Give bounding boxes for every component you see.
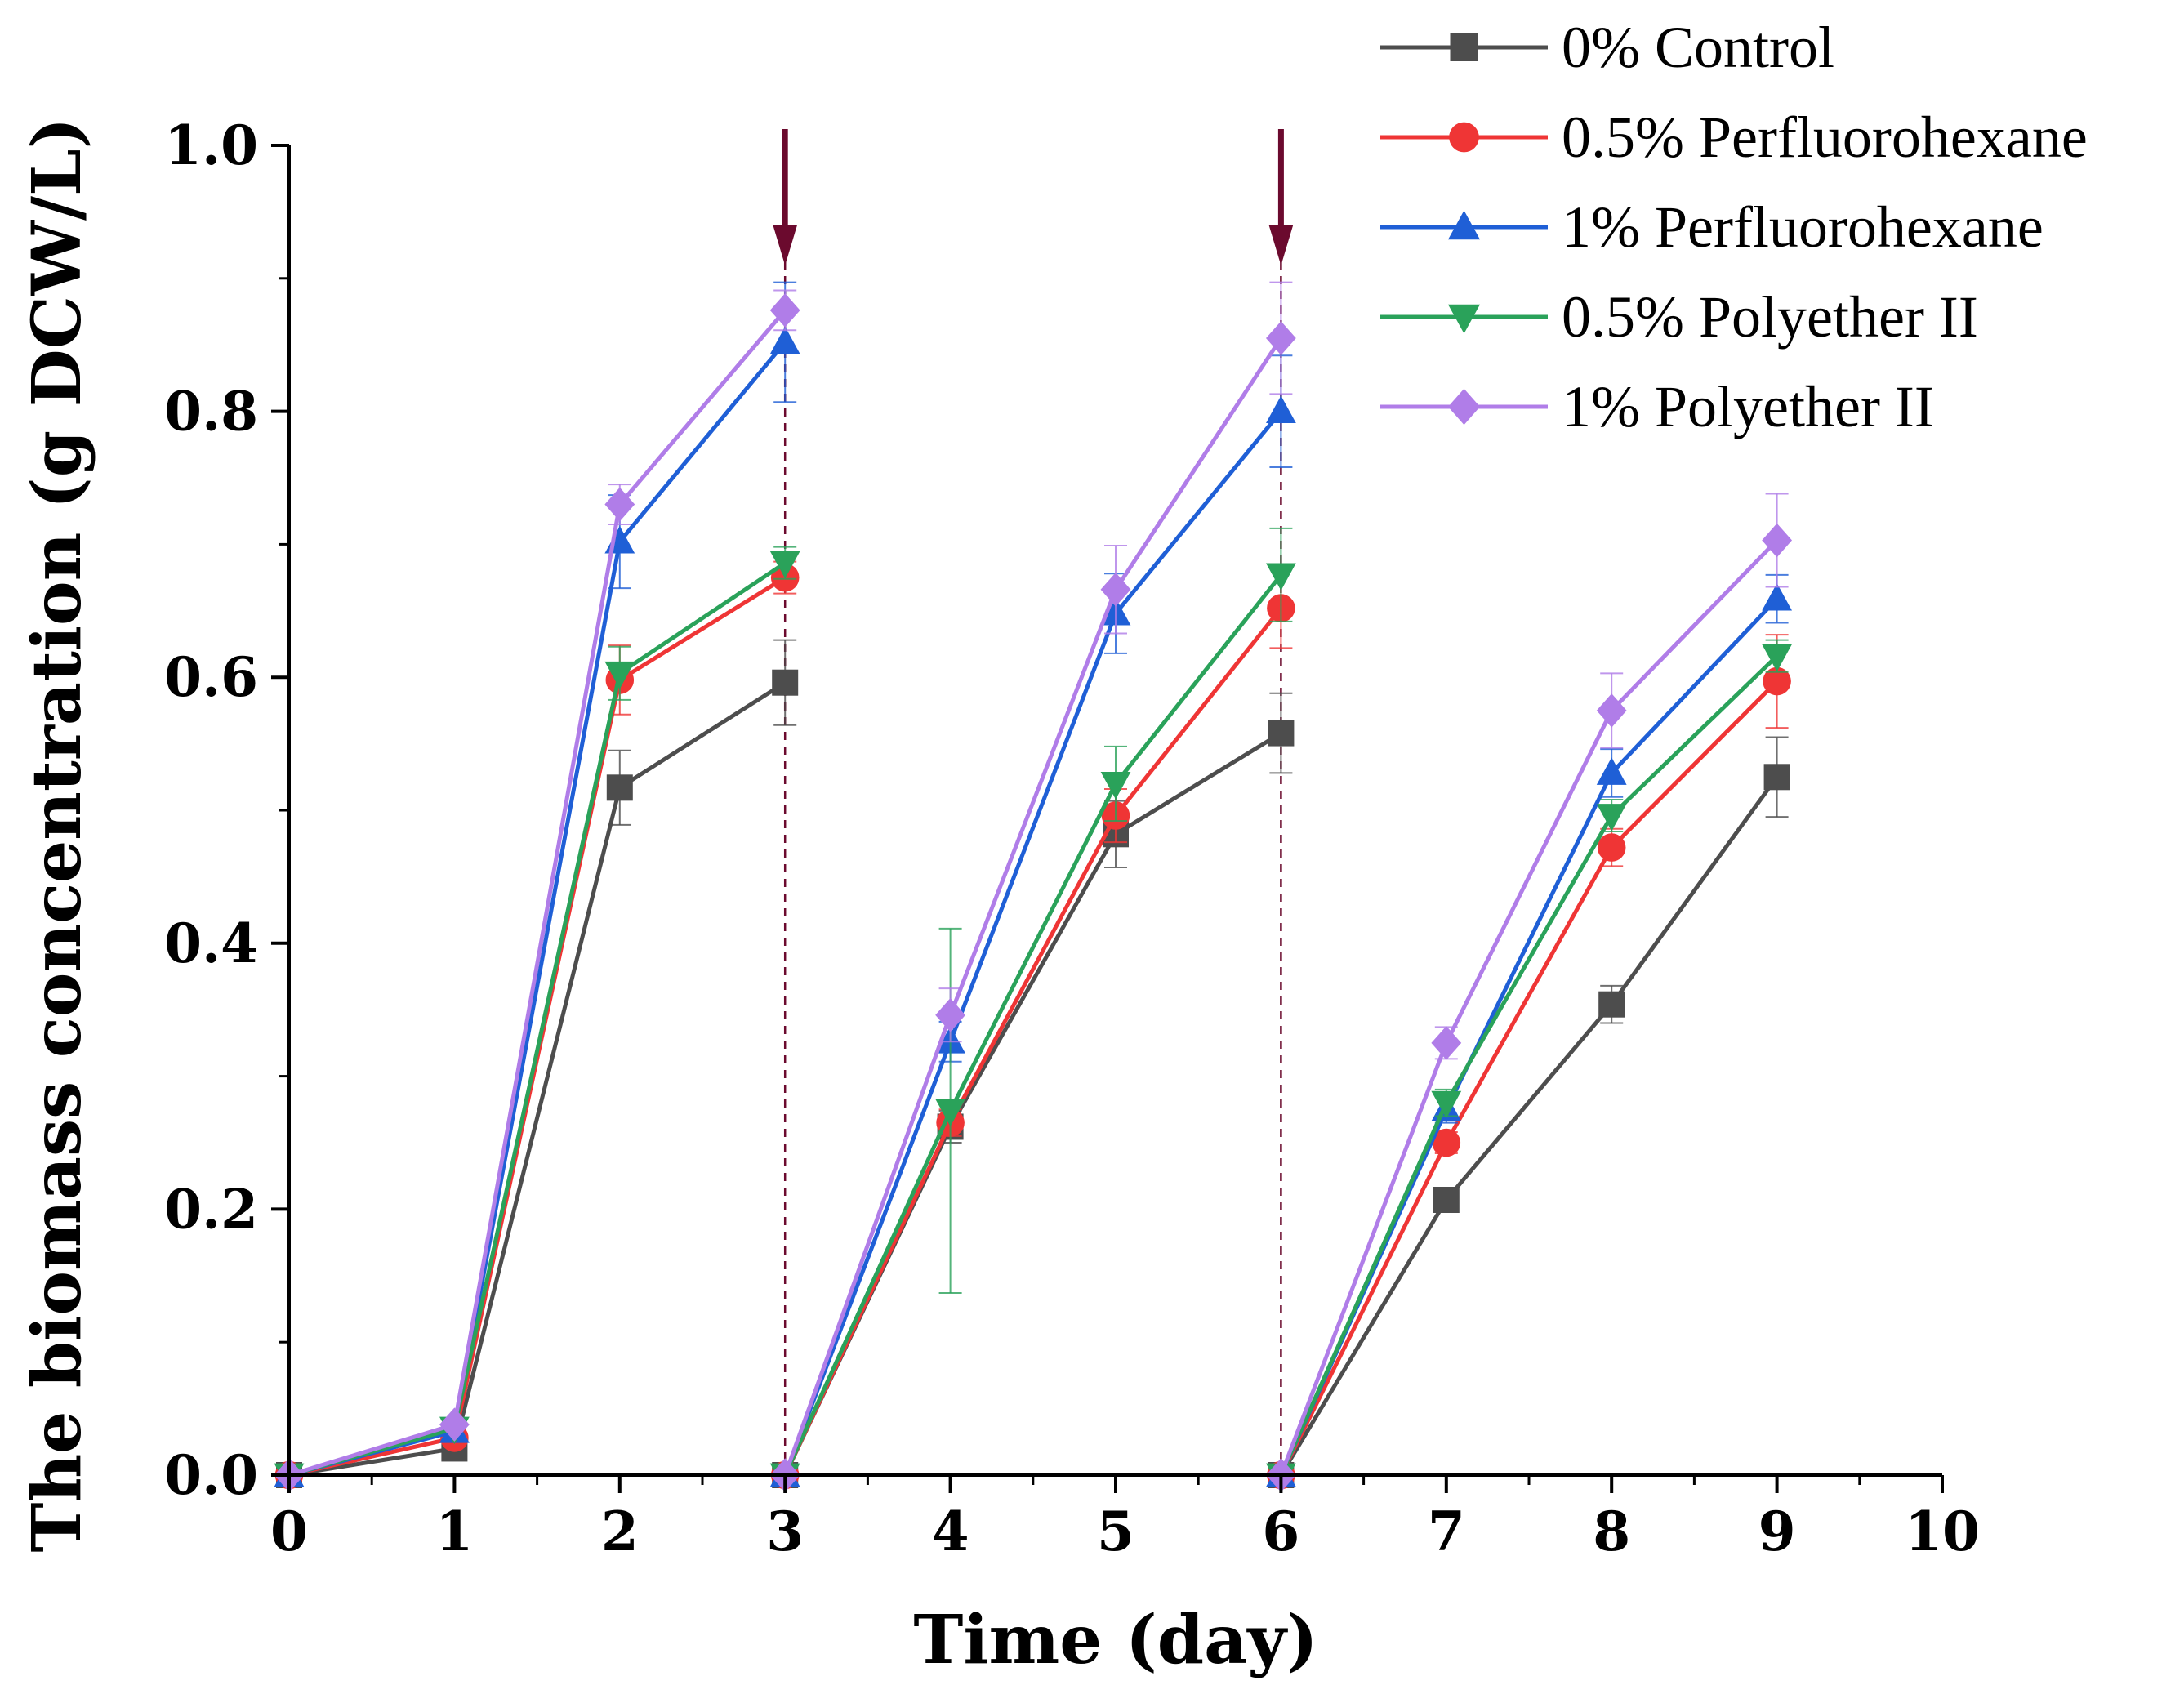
legend-entry: 1% Perfluorohexane bbox=[1380, 194, 2044, 260]
data-point bbox=[439, 1407, 470, 1442]
series-line bbox=[782, 731, 1282, 1477]
x-tick-label: 2 bbox=[601, 1500, 639, 1563]
legend-label: 1% Perfluorohexane bbox=[1562, 194, 2044, 260]
series-line bbox=[782, 606, 1283, 1477]
series-line bbox=[1279, 654, 1779, 1477]
data-point bbox=[1762, 644, 1792, 672]
data-point bbox=[1431, 1090, 1462, 1119]
data-point bbox=[1432, 1128, 1461, 1157]
legend-marker bbox=[1449, 122, 1479, 153]
series-line bbox=[782, 410, 1283, 1476]
plot-area bbox=[274, 129, 1792, 1492]
x-tick-label: 8 bbox=[1593, 1500, 1630, 1563]
data-point bbox=[1266, 321, 1296, 355]
x-tick-label: 9 bbox=[1758, 1500, 1796, 1563]
legend-label: 1% Polyether II bbox=[1562, 374, 1934, 439]
series-line bbox=[288, 680, 787, 1478]
data-point bbox=[769, 326, 800, 354]
data-point bbox=[772, 669, 799, 696]
series-0-control bbox=[276, 639, 1790, 1488]
legend-entry: 0.5% Perfluorohexane bbox=[1380, 105, 2088, 170]
data-point bbox=[1431, 1026, 1462, 1060]
data-point bbox=[1433, 1187, 1460, 1214]
x-tick-label: 0 bbox=[270, 1500, 308, 1563]
y-tick-label: 0.0 bbox=[164, 1443, 258, 1507]
y-tick-label: 0.2 bbox=[164, 1177, 258, 1241]
series-1-polyether-ii bbox=[274, 281, 1792, 1492]
y-tick-label: 0.6 bbox=[164, 645, 258, 709]
data-point bbox=[1762, 523, 1792, 558]
x-tick-label: 7 bbox=[1428, 1500, 1465, 1563]
series-line bbox=[782, 337, 1283, 1476]
data-point bbox=[935, 997, 965, 1032]
series-1-perfluorohexane bbox=[274, 281, 1792, 1487]
data-point bbox=[1268, 720, 1295, 747]
y-tick-label: 0.4 bbox=[164, 912, 258, 975]
feed-arrow-head bbox=[1268, 225, 1294, 265]
data-point bbox=[1596, 757, 1627, 785]
legend-label: 0.5% Perfluorohexane bbox=[1562, 105, 2088, 170]
data-point bbox=[1598, 991, 1625, 1018]
legend-entry: 0.5% Polyether II bbox=[1380, 284, 1978, 350]
x-tick-label: 6 bbox=[1262, 1500, 1299, 1563]
legend-marker bbox=[1447, 304, 1481, 334]
legend-entry: 0% Control bbox=[1380, 15, 1834, 80]
data-point bbox=[604, 661, 635, 689]
series-line bbox=[288, 561, 787, 1478]
axes: 0 1 2 3 4 5 6 7 8 9 10 0.0 0.2 0.4 0.6 0.8 1.0 bbox=[164, 114, 1980, 1563]
data-point bbox=[769, 551, 800, 579]
series-line bbox=[782, 573, 1283, 1477]
data-point bbox=[1100, 772, 1131, 800]
data-point bbox=[1100, 572, 1131, 607]
x-tick-label: 5 bbox=[1097, 1500, 1134, 1563]
data-point bbox=[1763, 666, 1791, 696]
x-tick-label: 4 bbox=[932, 1500, 969, 1563]
legend-marker bbox=[1447, 388, 1481, 426]
feed-arrow-head bbox=[773, 225, 798, 265]
data-point bbox=[1266, 395, 1296, 423]
series-line bbox=[1279, 680, 1779, 1477]
x-tick-label: 1 bbox=[435, 1500, 473, 1563]
data-point bbox=[1763, 764, 1790, 791]
y-tick-label: 1.0 bbox=[164, 114, 258, 177]
legend-label: 0.5% Polyether II bbox=[1562, 284, 1978, 350]
legend-marker bbox=[1447, 210, 1481, 240]
x-axis-title: Time (day) bbox=[913, 1601, 1317, 1679]
series-line bbox=[1279, 538, 1779, 1476]
data-point bbox=[769, 293, 800, 328]
y-tick-label: 0.8 bbox=[164, 380, 258, 444]
x-tick-label: 3 bbox=[766, 1500, 804, 1563]
series-line bbox=[1279, 775, 1779, 1477]
data-point bbox=[935, 1099, 965, 1127]
series-line bbox=[288, 309, 787, 1478]
series-line bbox=[288, 341, 787, 1478]
x-tick-label: 10 bbox=[1905, 1500, 1980, 1563]
data-point bbox=[1597, 833, 1626, 862]
data-point bbox=[1596, 693, 1627, 728]
data-point bbox=[1266, 563, 1296, 591]
series-line bbox=[288, 575, 787, 1478]
legend-label: 0% Control bbox=[1562, 15, 1834, 80]
legend-marker bbox=[1450, 33, 1478, 61]
series-0-5-perfluorohexane bbox=[274, 560, 1791, 1490]
legend: 0% Control 0.5% Perfluorohexane 1% Perfluo… bbox=[1380, 15, 2088, 439]
data-point bbox=[1596, 804, 1627, 831]
y-axis-title: The biomass concentration (g DCW/L) bbox=[18, 118, 96, 1553]
series-0-5-polyether-ii bbox=[274, 527, 1792, 1491]
data-point bbox=[1762, 582, 1792, 611]
data-point bbox=[606, 774, 633, 801]
data-point bbox=[604, 487, 635, 522]
legend-entry: 1% Polyether II bbox=[1380, 374, 1934, 439]
